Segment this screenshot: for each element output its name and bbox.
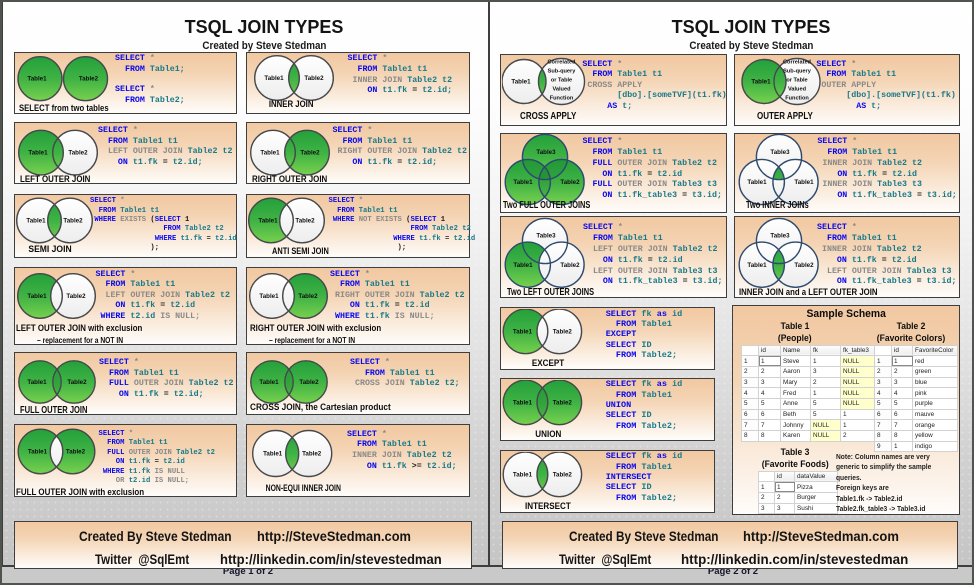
svg-text:or Table: or Table (551, 78, 572, 84)
svg-text:Table1: Table1 (747, 262, 767, 269)
svg-text:Sub-query: Sub-query (783, 69, 812, 75)
svg-text:Table1: Table1 (513, 328, 533, 335)
svg-text:Table1: Table1 (264, 75, 284, 82)
svg-text:Function: Function (785, 96, 809, 102)
svg-text:Table2: Table2 (553, 328, 573, 335)
svg-text:Table1: Table1 (27, 379, 47, 386)
svg-text:Table2: Table2 (300, 150, 320, 157)
svg-text:Sub-query: Sub-query (548, 69, 577, 75)
svg-text:Table2: Table2 (304, 75, 324, 82)
svg-text:Table2: Table2 (67, 379, 87, 386)
svg-text:Table2: Table2 (68, 150, 88, 157)
svg-text:Table2: Table2 (66, 293, 86, 300)
svg-text:Valued: Valued (788, 87, 807, 93)
svg-text:Table1: Table1 (27, 76, 47, 83)
svg-text:Table1: Table1 (513, 262, 533, 269)
svg-text:Table2: Table2 (553, 471, 573, 478)
svg-text:Table2: Table2 (79, 76, 99, 83)
svg-text:Table1: Table1 (513, 179, 533, 186)
svg-text:Table1: Table1 (259, 293, 279, 300)
svg-text:Table2: Table2 (560, 179, 580, 186)
svg-text:Table3: Table3 (770, 149, 790, 156)
svg-text:Table1: Table1 (513, 399, 533, 406)
svg-text:Table1: Table1 (263, 451, 283, 458)
svg-text:Table1: Table1 (260, 150, 280, 157)
svg-text:Table3: Table3 (536, 149, 556, 156)
svg-text:Table2: Table2 (553, 399, 573, 406)
svg-text:Table1: Table1 (513, 471, 533, 478)
svg-text:Table1: Table1 (747, 179, 767, 186)
svg-text:Table2: Table2 (302, 451, 322, 458)
svg-text:Table1: Table1 (28, 449, 48, 456)
svg-text:Table2: Table2 (299, 379, 319, 386)
svg-text:Table1: Table1 (27, 293, 47, 300)
svg-text:Table2: Table2 (66, 449, 86, 456)
svg-text:Table1: Table1 (511, 79, 531, 86)
svg-text:Correlated: Correlated (548, 60, 577, 66)
svg-text:Valued: Valued (552, 87, 571, 93)
svg-text:Function: Function (550, 96, 574, 102)
svg-text:or Table: or Table (786, 78, 807, 84)
svg-text:Table2: Table2 (63, 218, 83, 225)
svg-text:Table1: Table1 (26, 218, 46, 225)
svg-text:Table1: Table1 (258, 218, 278, 225)
svg-text:Table1: Table1 (794, 179, 814, 186)
svg-text:Table1: Table1 (28, 150, 48, 157)
svg-text:Correlated: Correlated (783, 60, 812, 66)
svg-text:Table2: Table2 (298, 293, 318, 300)
svg-text:Table2: Table2 (794, 262, 814, 269)
svg-text:Table1: Table1 (751, 79, 771, 86)
svg-text:Table3: Table3 (536, 233, 556, 240)
svg-text:Table1: Table1 (259, 379, 279, 386)
svg-text:Table2: Table2 (295, 218, 315, 225)
svg-text:Table3: Table3 (770, 233, 790, 240)
svg-text:Table2: Table2 (560, 262, 580, 269)
